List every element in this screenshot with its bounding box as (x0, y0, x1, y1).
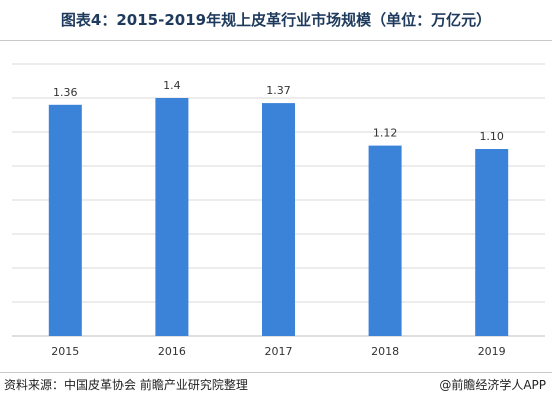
title-divider (0, 40, 552, 41)
value-label-2016: 1.4 (163, 79, 181, 92)
value-label-2015: 1.36 (53, 86, 78, 99)
bar-2018 (368, 145, 402, 336)
value-label-2017: 1.37 (266, 84, 291, 97)
source-note: 资料来源：中国皮革协会 前瞻产业研究院整理 (4, 378, 248, 392)
bar-2015 (48, 104, 82, 336)
x-tick-labels: 2015 2016 2017 2018 2019 (51, 345, 505, 358)
x-tick-label-2018: 2018 (371, 345, 399, 358)
footer-divider (0, 372, 552, 373)
bar-chart: 1.36 1.4 1.37 1.12 1.10 2015 2016 2017 2018 2019 (12, 63, 545, 358)
x-tick-label-2017: 2017 (265, 345, 293, 358)
value-labels: 1.36 1.4 1.37 1.12 1.10 (53, 79, 504, 143)
bars (48, 98, 509, 336)
bar-2016 (155, 98, 189, 336)
x-tick-label-2019: 2019 (478, 345, 506, 358)
bar-2019 (475, 149, 509, 336)
chart-title: 图表4：2015-2019年规上皮革行业市场规模（单位：万亿元） (60, 11, 492, 29)
value-label-2019: 1.10 (479, 130, 504, 143)
x-tick-label-2015: 2015 (51, 345, 79, 358)
value-label-2018: 1.12 (373, 127, 398, 140)
x-tick-label-2016: 2016 (158, 345, 186, 358)
bar-2017 (262, 103, 295, 336)
credit-note: @前瞻经济学人APP (439, 378, 546, 392)
